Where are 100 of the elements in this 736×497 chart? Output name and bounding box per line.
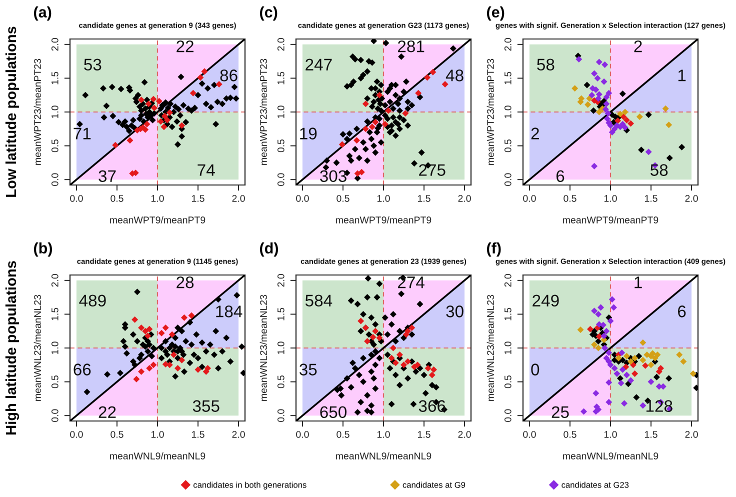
point: [666, 154, 673, 162]
legend-label: candidates at G9: [402, 482, 466, 488]
point: [625, 380, 632, 388]
text: (f): [487, 242, 501, 257]
point: [338, 141, 346, 148]
point: [404, 358, 412, 365]
point: [614, 118, 622, 124]
x-tick-label: 1.0: [604, 430, 617, 438]
x-tick-label: 1.5: [418, 431, 430, 438]
point: [619, 366, 626, 373]
point: [657, 365, 664, 372]
point: [640, 356, 646, 364]
point: [400, 362, 408, 368]
point: [618, 380, 624, 386]
point: [611, 365, 618, 372]
annotation: 1: [678, 70, 686, 82]
x-tick-label: 2.0: [458, 430, 471, 438]
point: [607, 362, 614, 368]
point: [402, 110, 409, 117]
point: [636, 352, 642, 360]
y-axis-title: meanWPT23/meanPT23: [486, 58, 494, 165]
point: [589, 331, 596, 338]
point: [614, 370, 620, 377]
point: [653, 374, 660, 380]
text: (e): [487, 6, 504, 21]
point: [604, 110, 612, 117]
annotation: 58: [537, 58, 554, 71]
x-tick-label: 1.5: [644, 431, 658, 438]
annotation: 6: [678, 306, 686, 318]
y-tick-label: 2.0: [504, 274, 512, 287]
y-axis-title: meanWNL23/meanNL23: [486, 294, 494, 401]
y-tick-label: 2.0: [504, 38, 512, 51]
point: [636, 113, 643, 120]
point: [600, 332, 608, 340]
point: [627, 120, 634, 127]
point: [396, 352, 403, 358]
point: [623, 372, 630, 378]
annotation: 366: [418, 400, 446, 412]
point: [616, 110, 624, 118]
point: [424, 365, 432, 372]
y-tick-label: 0.0: [504, 409, 512, 422]
point: [623, 352, 630, 360]
point: [392, 360, 399, 366]
annotation: 1: [634, 276, 642, 288]
point: [591, 162, 598, 170]
y-tick-label: 0.5: [504, 139, 512, 152]
point: [595, 310, 602, 318]
point: [640, 402, 646, 409]
point: [354, 170, 361, 177]
annotation: 584: [305, 294, 332, 307]
point: [610, 304, 617, 311]
x-tick-label: 2.0: [685, 430, 698, 438]
point: [640, 339, 646, 346]
y-tick-label: 1.5: [504, 72, 512, 84]
point: [390, 344, 396, 352]
point: [358, 168, 365, 176]
annotation: 303: [320, 170, 346, 182]
annotation: 274: [398, 276, 424, 288]
x-axis-title: meanWNL9/meanNL9: [563, 452, 658, 460]
point: [372, 118, 379, 126]
annotation: 58: [650, 164, 668, 176]
point: [648, 378, 654, 386]
point: [638, 146, 645, 154]
point: [678, 144, 686, 150]
annotation: 128: [646, 400, 672, 412]
point: [362, 100, 369, 108]
point: [596, 333, 602, 340]
point: [606, 349, 612, 356]
point: [611, 126, 618, 132]
point: [627, 377, 634, 384]
annotation: 0: [531, 364, 540, 376]
point: [622, 108, 628, 116]
point: [577, 98, 584, 106]
point: [649, 350, 656, 357]
point: [632, 354, 638, 362]
y-tick-label: 0.5: [504, 375, 512, 388]
point: [376, 334, 383, 342]
point: [408, 324, 416, 331]
point: [622, 124, 628, 131]
y-tick-label: 1.5: [504, 308, 512, 320]
point: [591, 308, 598, 314]
point: [592, 86, 600, 93]
point: [608, 296, 616, 303]
point: [666, 122, 672, 128]
point: [590, 107, 597, 114]
point: [602, 106, 609, 113]
x-tick-label: 1.0: [377, 194, 390, 202]
point: [572, 85, 578, 92]
point: [594, 74, 601, 82]
point: [370, 334, 376, 340]
x-tick-label: 0.0: [523, 194, 536, 202]
point: [690, 370, 696, 377]
point: [603, 328, 610, 334]
x-axis-title: meanWPT9/meanPT9: [563, 216, 658, 224]
point: [596, 58, 602, 66]
annotation: 30: [446, 306, 464, 318]
point: [592, 390, 600, 397]
point: [588, 92, 596, 98]
point: [607, 122, 614, 129]
point: [618, 349, 626, 356]
